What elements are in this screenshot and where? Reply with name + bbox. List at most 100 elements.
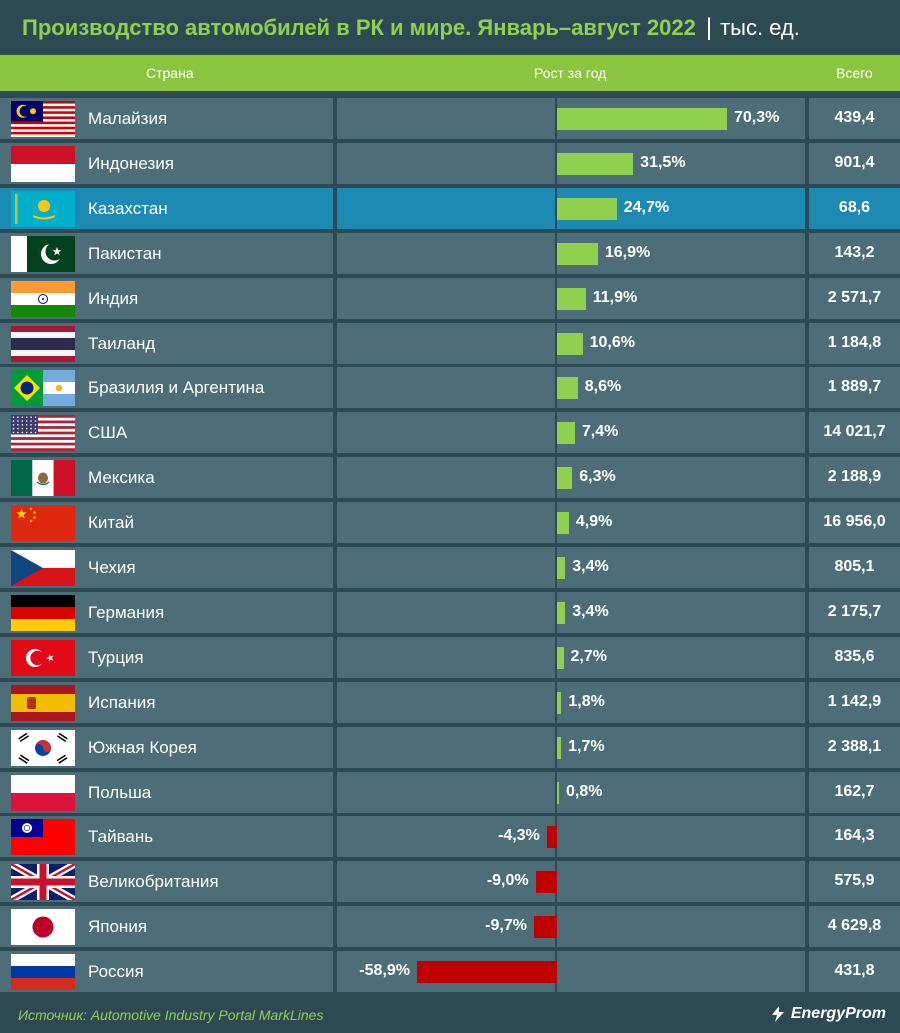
table-row: Чехия 3,4% 805,1: [0, 547, 900, 588]
country-name: Чехия: [88, 558, 136, 577]
row-cell-bg: [557, 502, 805, 544]
total-value: 805,1: [834, 558, 875, 575]
row-cell-bg: [337, 861, 555, 903]
row-cell-bg: [557, 322, 805, 364]
growth-bar: [557, 781, 559, 804]
row-cell-bg: [557, 457, 805, 499]
growth-label: 24,7%: [623, 198, 670, 216]
energyprom-logo-icon: [771, 1006, 784, 1022]
table-row: Таиланд 10,6% 1 184,8: [0, 322, 900, 364]
row-cell-bg: [337, 457, 555, 499]
table-row: Мексика 6,3% 2 188,9: [0, 457, 900, 499]
country-name: Индия: [88, 288, 139, 308]
growth-bar: [535, 871, 557, 894]
country-name: Южная Корея: [88, 737, 197, 757]
row-cell-bg: [337, 816, 555, 858]
total-value: 143,2: [834, 243, 875, 261]
malaysia-flag-icon: [11, 101, 75, 137]
total-value: 439,4: [834, 109, 875, 126]
table-row: Россия -58,9% 431,8: [0, 951, 900, 993]
growth-label: 31,5%: [640, 153, 686, 171]
total-value: 1 142,9: [827, 692, 882, 710]
row-cell-bg: [557, 861, 805, 903]
total-value: 162,7: [834, 782, 875, 800]
row-cell-bg: [337, 142, 555, 184]
growth-label: 3,4%: [572, 602, 609, 620]
row-cell-bg: [557, 232, 805, 274]
total-value: 4 629,8: [827, 917, 882, 935]
row-cell-bg: [337, 636, 555, 678]
row-cell-bg: [557, 951, 805, 993]
total-value: 16 956,0: [823, 513, 886, 531]
row-cell-bg: [809, 906, 900, 948]
table-row: Индонезия 31,5% 901,4: [0, 142, 900, 184]
growth-bar: [557, 512, 569, 535]
growth-bar: [557, 467, 573, 490]
row-cell-bg: [557, 816, 805, 858]
country-name: Испания: [88, 692, 156, 712]
row-cell-bg: [809, 816, 900, 858]
chart-title: Производство автомобилей в РК и мире. Ян…: [22, 14, 696, 40]
country-name: Бразилия и Аргентина: [88, 378, 265, 398]
table-header: Страна Рост за год Всего: [0, 55, 900, 91]
row-cell-bg: [809, 457, 900, 499]
growth-label: 2,7%: [570, 647, 607, 665]
total-value: 1 184,8: [827, 333, 882, 351]
row-cell-bg: [809, 591, 900, 633]
growth-label: 16,9%: [604, 243, 651, 261]
row-cell-bg: [557, 636, 805, 678]
row-cell-bg: [337, 277, 555, 319]
total-value: 2 188,9: [827, 468, 882, 486]
row-cell-bg: [809, 502, 900, 544]
growth-bar: [557, 377, 578, 400]
table-row: Южная Корея 1,7% 2 388,1: [0, 726, 900, 768]
country-name: Казахстан: [88, 198, 168, 218]
table-row: Индия 11,9% 2 571,7: [0, 277, 900, 319]
poland-flag-icon: [11, 774, 75, 811]
total-value: 1 889,7: [827, 378, 882, 396]
row-cell-bg: [337, 322, 555, 364]
growth-bar: [557, 197, 617, 220]
country-name: Польша: [88, 782, 152, 802]
row-cell-bg: [337, 232, 555, 274]
table-row: Германия 3,4% 2 175,7: [0, 591, 900, 633]
mexico-flag-icon: [11, 460, 75, 497]
country-name: Китай: [88, 513, 134, 533]
column-header-total: Всего: [836, 65, 873, 81]
country-name: Германия: [88, 602, 165, 622]
table-row: Япония -9,7% 4 629,8: [0, 906, 900, 948]
total-value: 68,6: [838, 198, 871, 216]
growth-label: 8,6%: [584, 378, 622, 396]
row-cell-bg: [337, 591, 555, 633]
growth-label: 3,4%: [572, 558, 609, 575]
total-value: 835,6: [834, 647, 875, 665]
czechia-flag-icon: [11, 550, 75, 586]
table-row: США 7,4% 14 021,7: [0, 412, 900, 454]
table-row: Бразилия и Аргентина 8,6% 1 889,7: [0, 367, 900, 409]
row-cell-bg: [809, 771, 900, 813]
row-cell-bg: [809, 951, 900, 993]
spain-flag-icon: [11, 684, 75, 721]
row-cell-bg: [337, 547, 555, 588]
row-cell-bg: [557, 367, 805, 409]
growth-label: 6,3%: [579, 468, 616, 486]
row-cell-bg: [809, 277, 900, 319]
growth-label: -9,7%: [485, 917, 527, 935]
uk-flag-icon: [11, 864, 75, 901]
row-cell-bg: [809, 681, 900, 723]
title-bar: Производство автомобилей в РК и мире. Ян…: [0, 0, 900, 55]
table-row: Испания 1,8% 1 142,9: [0, 681, 900, 723]
table-row: Пакистан 16,9% 143,2: [0, 232, 900, 274]
pakistan-flag-icon: [11, 235, 75, 272]
brand-name: EnergyProm: [790, 1005, 886, 1022]
growth-label: 1,8%: [568, 692, 605, 710]
row-cell-bg: [557, 277, 805, 319]
country-name: Россия: [88, 962, 144, 982]
row-cell-bg: [557, 906, 805, 948]
thailand-flag-icon: [11, 325, 75, 362]
row-cell-bg: [337, 98, 555, 139]
unit-label: тыс. ед.: [720, 14, 800, 40]
indonesia-flag-icon: [11, 145, 75, 182]
country-name: Япония: [88, 917, 148, 937]
row-cell-bg: [337, 367, 555, 409]
